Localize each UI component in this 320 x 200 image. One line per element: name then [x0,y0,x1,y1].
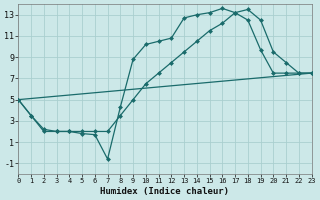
X-axis label: Humidex (Indice chaleur): Humidex (Indice chaleur) [100,187,229,196]
